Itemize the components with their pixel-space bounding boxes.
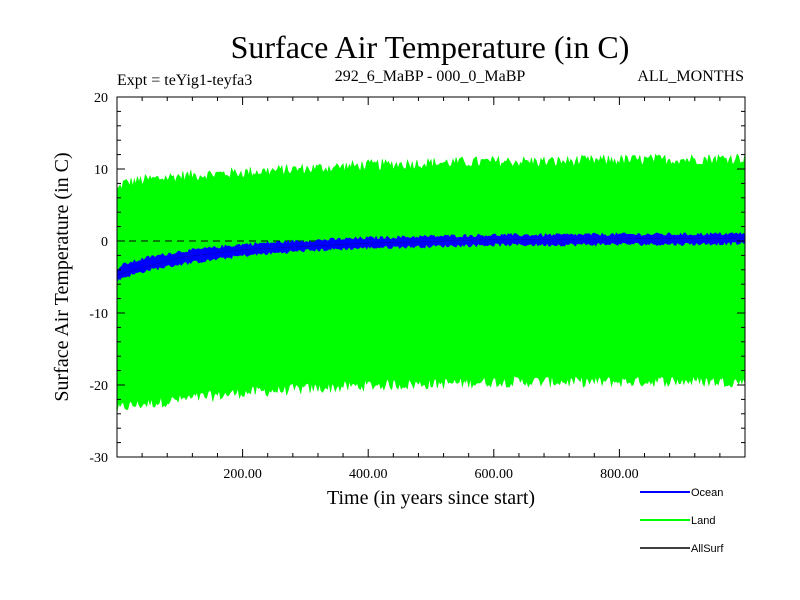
y-tick-label: -10 (89, 307, 108, 322)
x-tick-label: 400.00 (349, 467, 388, 482)
plot-frame (116, 96, 746, 458)
chart-title: Surface Air Temperature (in C) (231, 29, 630, 65)
months-label: ALL_MONTHS (637, 68, 744, 85)
y-axis-label: Surface Air Temperature (in C) (51, 152, 73, 401)
ocean-series-band (117, 231, 745, 283)
y-tick-label: 10 (94, 163, 108, 178)
legend-label-allsurf: AllSurf (691, 543, 724, 555)
land-series-band (117, 153, 745, 413)
x-tick-label: 200.00 (223, 467, 262, 482)
allsurf-series-line (117, 237, 745, 276)
y-tick-label: 20 (94, 91, 108, 106)
plot-area (117, 153, 745, 413)
x-tick-label: 600.00 (475, 467, 514, 482)
y-tick-label: -20 (89, 379, 108, 394)
experiment-label: Expt = teYig1-teyfa3 (117, 72, 252, 89)
x-axis-label: Time (in years since start) (327, 487, 535, 509)
legend-label-ocean: Ocean (691, 487, 723, 499)
y-tick-label: -30 (89, 451, 108, 466)
axes: -30 -20 -10 0 10 20 200.00 400.00 600.00 800.00 (89, 91, 746, 482)
legend: Ocean Land AllSurf (640, 487, 724, 555)
period-label: 292_6_MaBP - 000_0_MaBP (335, 68, 526, 85)
legend-label-land: Land (691, 515, 715, 527)
y-tick-label: 0 (101, 235, 108, 250)
x-tick-label: 800.00 (600, 467, 639, 482)
